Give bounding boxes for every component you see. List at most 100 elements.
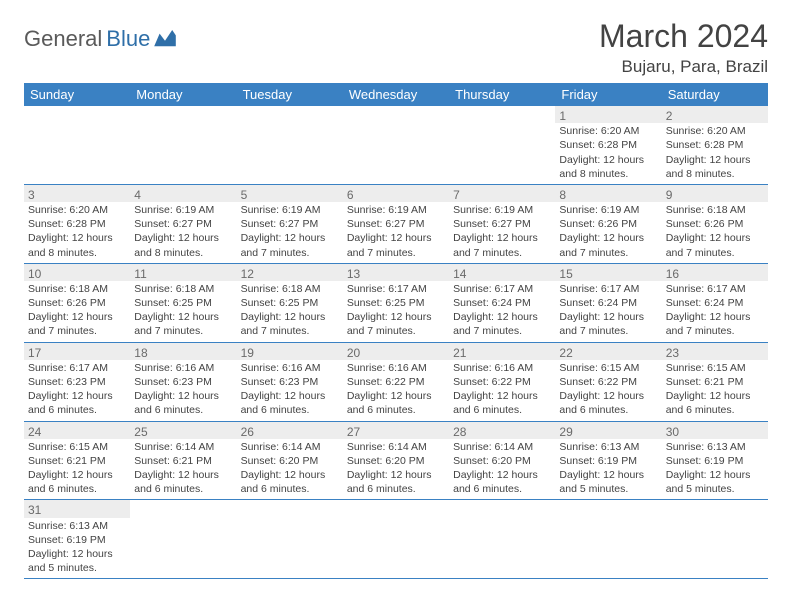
title-block: March 2024 Bujaru, Para, Brazil [599, 18, 768, 77]
day-number: 24 [28, 424, 126, 440]
calendar-day-cell: 5Sunrise: 6:19 AMSunset: 6:27 PMDaylight… [237, 184, 343, 263]
day-number: 18 [134, 345, 232, 361]
weekday-header: Saturday [662, 83, 768, 106]
day-info: Sunrise: 6:15 AMSunset: 6:21 PMDaylight:… [662, 360, 768, 421]
weekday-header: Thursday [449, 83, 555, 106]
day-info: Sunrise: 6:17 AMSunset: 6:23 PMDaylight:… [24, 360, 130, 421]
calendar-day-cell: 13Sunrise: 6:17 AMSunset: 6:25 PMDayligh… [343, 263, 449, 342]
day-number: 14 [453, 266, 551, 282]
day-number: 9 [666, 187, 764, 203]
day-info: Sunrise: 6:18 AMSunset: 6:26 PMDaylight:… [24, 281, 130, 342]
logo: GeneralBlue [24, 26, 176, 52]
calendar-week-row: 31Sunrise: 6:13 AMSunset: 6:19 PMDayligh… [24, 500, 768, 579]
day-info: Sunrise: 6:20 AMSunset: 6:28 PMDaylight:… [662, 123, 768, 184]
calendar-day-cell [662, 500, 768, 579]
calendar-day-cell: 18Sunrise: 6:16 AMSunset: 6:23 PMDayligh… [130, 342, 236, 421]
calendar-day-cell: 9Sunrise: 6:18 AMSunset: 6:26 PMDaylight… [662, 184, 768, 263]
calendar-day-cell: 6Sunrise: 6:19 AMSunset: 6:27 PMDaylight… [343, 184, 449, 263]
day-number: 4 [134, 187, 232, 203]
calendar-week-row: 1Sunrise: 6:20 AMSunset: 6:28 PMDaylight… [24, 106, 768, 184]
calendar-day-cell [449, 500, 555, 579]
day-info: Sunrise: 6:19 AMSunset: 6:27 PMDaylight:… [343, 202, 449, 263]
month-title: March 2024 [599, 18, 768, 55]
calendar-week-row: 24Sunrise: 6:15 AMSunset: 6:21 PMDayligh… [24, 421, 768, 500]
day-info: Sunrise: 6:16 AMSunset: 6:22 PMDaylight:… [449, 360, 555, 421]
logo-text-general: General [24, 26, 102, 52]
calendar-day-cell [343, 500, 449, 579]
calendar-day-cell [130, 106, 236, 184]
day-info: Sunrise: 6:14 AMSunset: 6:21 PMDaylight:… [130, 439, 236, 500]
calendar-day-cell: 4Sunrise: 6:19 AMSunset: 6:27 PMDaylight… [130, 184, 236, 263]
calendar-day-cell: 3Sunrise: 6:20 AMSunset: 6:28 PMDaylight… [24, 184, 130, 263]
day-info: Sunrise: 6:17 AMSunset: 6:24 PMDaylight:… [449, 281, 555, 342]
calendar-day-cell: 12Sunrise: 6:18 AMSunset: 6:25 PMDayligh… [237, 263, 343, 342]
day-info: Sunrise: 6:19 AMSunset: 6:26 PMDaylight:… [555, 202, 661, 263]
calendar-day-cell: 19Sunrise: 6:16 AMSunset: 6:23 PMDayligh… [237, 342, 343, 421]
day-number: 11 [134, 266, 232, 282]
day-number: 8 [559, 187, 657, 203]
flag-icon [154, 30, 176, 48]
calendar-day-cell: 8Sunrise: 6:19 AMSunset: 6:26 PMDaylight… [555, 184, 661, 263]
day-number: 31 [28, 502, 126, 518]
calendar-week-row: 10Sunrise: 6:18 AMSunset: 6:26 PMDayligh… [24, 263, 768, 342]
location: Bujaru, Para, Brazil [599, 57, 768, 77]
calendar-day-cell: 23Sunrise: 6:15 AMSunset: 6:21 PMDayligh… [662, 342, 768, 421]
calendar-table: SundayMondayTuesdayWednesdayThursdayFrid… [24, 83, 768, 579]
calendar-day-cell: 7Sunrise: 6:19 AMSunset: 6:27 PMDaylight… [449, 184, 555, 263]
calendar-day-cell [130, 500, 236, 579]
calendar-day-cell: 17Sunrise: 6:17 AMSunset: 6:23 PMDayligh… [24, 342, 130, 421]
weekday-header-row: SundayMondayTuesdayWednesdayThursdayFrid… [24, 83, 768, 106]
calendar-day-cell: 30Sunrise: 6:13 AMSunset: 6:19 PMDayligh… [662, 421, 768, 500]
day-info: Sunrise: 6:17 AMSunset: 6:25 PMDaylight:… [343, 281, 449, 342]
weekday-header: Friday [555, 83, 661, 106]
day-number: 12 [241, 266, 339, 282]
calendar-day-cell: 31Sunrise: 6:13 AMSunset: 6:19 PMDayligh… [24, 500, 130, 579]
calendar-day-cell: 14Sunrise: 6:17 AMSunset: 6:24 PMDayligh… [449, 263, 555, 342]
weekday-header: Tuesday [237, 83, 343, 106]
day-number: 17 [28, 345, 126, 361]
calendar-day-cell: 1Sunrise: 6:20 AMSunset: 6:28 PMDaylight… [555, 106, 661, 184]
day-number: 29 [559, 424, 657, 440]
day-info: Sunrise: 6:16 AMSunset: 6:23 PMDaylight:… [237, 360, 343, 421]
day-info: Sunrise: 6:20 AMSunset: 6:28 PMDaylight:… [555, 123, 661, 184]
day-info: Sunrise: 6:16 AMSunset: 6:23 PMDaylight:… [130, 360, 236, 421]
header: GeneralBlue March 2024 Bujaru, Para, Bra… [24, 18, 768, 77]
logo-text-blue: Blue [106, 26, 150, 52]
day-number: 26 [241, 424, 339, 440]
calendar-day-cell: 15Sunrise: 6:17 AMSunset: 6:24 PMDayligh… [555, 263, 661, 342]
day-number: 6 [347, 187, 445, 203]
day-info: Sunrise: 6:18 AMSunset: 6:26 PMDaylight:… [662, 202, 768, 263]
day-info: Sunrise: 6:19 AMSunset: 6:27 PMDaylight:… [130, 202, 236, 263]
day-info: Sunrise: 6:13 AMSunset: 6:19 PMDaylight:… [24, 518, 130, 579]
calendar-day-cell [449, 106, 555, 184]
day-info: Sunrise: 6:14 AMSunset: 6:20 PMDaylight:… [237, 439, 343, 500]
calendar-day-cell [343, 106, 449, 184]
day-number: 13 [347, 266, 445, 282]
day-info: Sunrise: 6:18 AMSunset: 6:25 PMDaylight:… [130, 281, 236, 342]
day-number: 30 [666, 424, 764, 440]
calendar-day-cell: 24Sunrise: 6:15 AMSunset: 6:21 PMDayligh… [24, 421, 130, 500]
calendar-day-cell [555, 500, 661, 579]
calendar-body: 1Sunrise: 6:20 AMSunset: 6:28 PMDaylight… [24, 106, 768, 579]
day-number: 7 [453, 187, 551, 203]
day-info: Sunrise: 6:17 AMSunset: 6:24 PMDaylight:… [555, 281, 661, 342]
day-info: Sunrise: 6:13 AMSunset: 6:19 PMDaylight:… [555, 439, 661, 500]
calendar-day-cell: 29Sunrise: 6:13 AMSunset: 6:19 PMDayligh… [555, 421, 661, 500]
calendar-day-cell: 25Sunrise: 6:14 AMSunset: 6:21 PMDayligh… [130, 421, 236, 500]
calendar-week-row: 3Sunrise: 6:20 AMSunset: 6:28 PMDaylight… [24, 184, 768, 263]
calendar-day-cell: 2Sunrise: 6:20 AMSunset: 6:28 PMDaylight… [662, 106, 768, 184]
calendar-day-cell [237, 500, 343, 579]
day-info: Sunrise: 6:17 AMSunset: 6:24 PMDaylight:… [662, 281, 768, 342]
day-number: 20 [347, 345, 445, 361]
day-info: Sunrise: 6:15 AMSunset: 6:22 PMDaylight:… [555, 360, 661, 421]
day-info: Sunrise: 6:19 AMSunset: 6:27 PMDaylight:… [237, 202, 343, 263]
day-number: 27 [347, 424, 445, 440]
calendar-day-cell [237, 106, 343, 184]
day-number: 1 [559, 108, 657, 124]
day-number: 22 [559, 345, 657, 361]
day-number: 2 [666, 108, 764, 124]
weekday-header: Wednesday [343, 83, 449, 106]
day-number: 28 [453, 424, 551, 440]
day-info: Sunrise: 6:14 AMSunset: 6:20 PMDaylight:… [343, 439, 449, 500]
day-info: Sunrise: 6:16 AMSunset: 6:22 PMDaylight:… [343, 360, 449, 421]
